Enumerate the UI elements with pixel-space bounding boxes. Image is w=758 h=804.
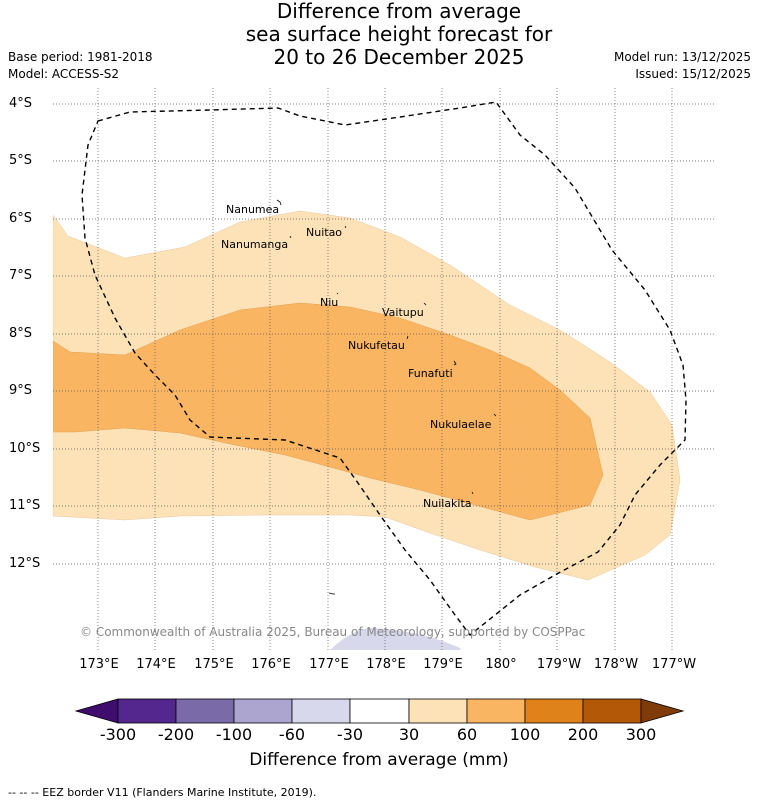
colorbar-tick-neg300: -300 — [99, 725, 137, 744]
colorbar-tick-200: 200 — [567, 725, 599, 744]
colorbar-bin-9 — [582, 698, 642, 724]
lon-label-178w: 178°W — [593, 657, 639, 672]
colorbar-tick-neg100: -100 — [215, 725, 253, 744]
colorbar-tick-neg200: -200 — [157, 725, 195, 744]
title-line-1: Difference from average — [276, 0, 522, 23]
anomaly-band-neg60-neg30 — [330, 628, 461, 650]
colorbar-tick-30: 30 — [398, 725, 420, 744]
island-markers — [276, 199, 497, 595]
eez-footnote: -- -- -- EEZ border V11 (Flanders Marine… — [8, 786, 317, 799]
colorbar-label: Difference from average (mm) — [249, 750, 509, 770]
island-marker-nukufetau — [406, 335, 409, 340]
eez-border — [81, 101, 687, 636]
lon-label-176e: 176°E — [251, 657, 291, 672]
colorbar-tick-300: 300 — [625, 725, 657, 744]
issued-date: Issued: 15/12/2025 — [635, 67, 751, 81]
island-label-nanumanga: Nanumanga — [221, 238, 289, 251]
lon-label-180: 180° — [485, 657, 517, 672]
colorbar-tick-neg60: -60 — [278, 725, 306, 744]
copyright-notice: © Commonwealth of Australia 2025, Bureau… — [80, 625, 586, 639]
colorbar-arrow-high — [640, 698, 685, 724]
lon-label-177e: 177°E — [309, 657, 349, 672]
island-label-nuilakita: Nuilakita — [423, 497, 472, 510]
colorbar — [74, 698, 685, 724]
island-marker-funafuti — [453, 360, 457, 366]
colorbar-bin-2 — [175, 698, 235, 724]
colorbar-bin-1 — [117, 698, 177, 724]
island-label-niu: Niu — [320, 296, 339, 309]
lat-label-12s: 12°S — [9, 556, 41, 571]
lat-label-6s: 6°S — [9, 211, 33, 226]
island-marker-nukulaelae — [493, 413, 497, 417]
island-marker-nuilakita — [471, 491, 474, 495]
model-name: Model: ACCESS-S2 — [8, 67, 120, 81]
lon-label-179w: 179°W — [536, 657, 582, 672]
lat-label-8s: 8°S — [9, 326, 33, 341]
colorbar-bin-8 — [524, 698, 584, 724]
colorbar-bin-6 — [408, 698, 468, 724]
meta-right: Model run: 13/12/2025 Issued: 15/12/2025 — [614, 49, 751, 83]
anomaly-band-60-100 — [53, 302, 604, 521]
base-period: Base period: 1981-2018 — [8, 50, 153, 64]
colorbar-tick-60: 60 — [456, 725, 478, 744]
lat-label-9s: 9°S — [9, 383, 33, 398]
colorbar-bin-7 — [466, 698, 526, 724]
lat-label-4s: 4°S — [9, 96, 33, 111]
island-label-nuitao: Nuitao — [306, 226, 343, 239]
colorbar-bin-3 — [233, 698, 293, 724]
island-label-vaitupu: Vaitupu — [382, 306, 424, 319]
colorbar-bin-5 — [349, 698, 410, 724]
lat-label-7s: 7°S — [9, 268, 33, 283]
colorbar-tick-100: 100 — [509, 725, 541, 744]
colorbar-bin-4 — [291, 698, 351, 724]
island-marker-nanumea — [276, 199, 282, 206]
island-marker-nuitao — [344, 225, 347, 229]
map-title: Difference from average sea surface heig… — [0, 0, 758, 69]
island-marker-niu — [336, 292, 339, 295]
model-run: Model run: 13/12/2025 — [613, 50, 751, 64]
lon-label-175e: 175°E — [194, 657, 234, 672]
island-marker-small — [328, 592, 335, 595]
lon-label-177w: 177°W — [651, 657, 697, 672]
lat-label-11s: 11°S — [9, 498, 41, 513]
island-label-funafuti: Funafuti — [408, 367, 453, 380]
island-label-nukulaelae: Nukulaelae — [430, 418, 492, 431]
lat-label-5s: 5°S — [9, 153, 33, 168]
gridlines — [53, 88, 715, 650]
lon-label-178e: 178°E — [366, 657, 406, 672]
lon-label-179e: 179°E — [423, 657, 463, 672]
colorbar-tick-neg30: -30 — [336, 725, 364, 744]
island-marker-nanumanga — [289, 235, 292, 239]
colorbar-arrow-low — [74, 698, 119, 724]
island-label-nanumea: Nanumea — [226, 203, 280, 216]
title-line-2: sea surface height forecast for — [245, 22, 553, 46]
lon-label-173e: 173°E — [79, 657, 119, 672]
lat-label-10s: 10°S — [9, 441, 41, 456]
title-line-3: 20 to 26 December 2025 — [273, 45, 525, 69]
lon-label-174e: 174°E — [136, 657, 176, 672]
island-label-nukufetau: Nukufetau — [348, 339, 405, 352]
anomaly-fields — [53, 210, 681, 650]
island-marker-vaitupu — [423, 302, 427, 306]
meta-left: Base period: 1981-2018 Model: ACCESS-S2 — [8, 49, 153, 83]
